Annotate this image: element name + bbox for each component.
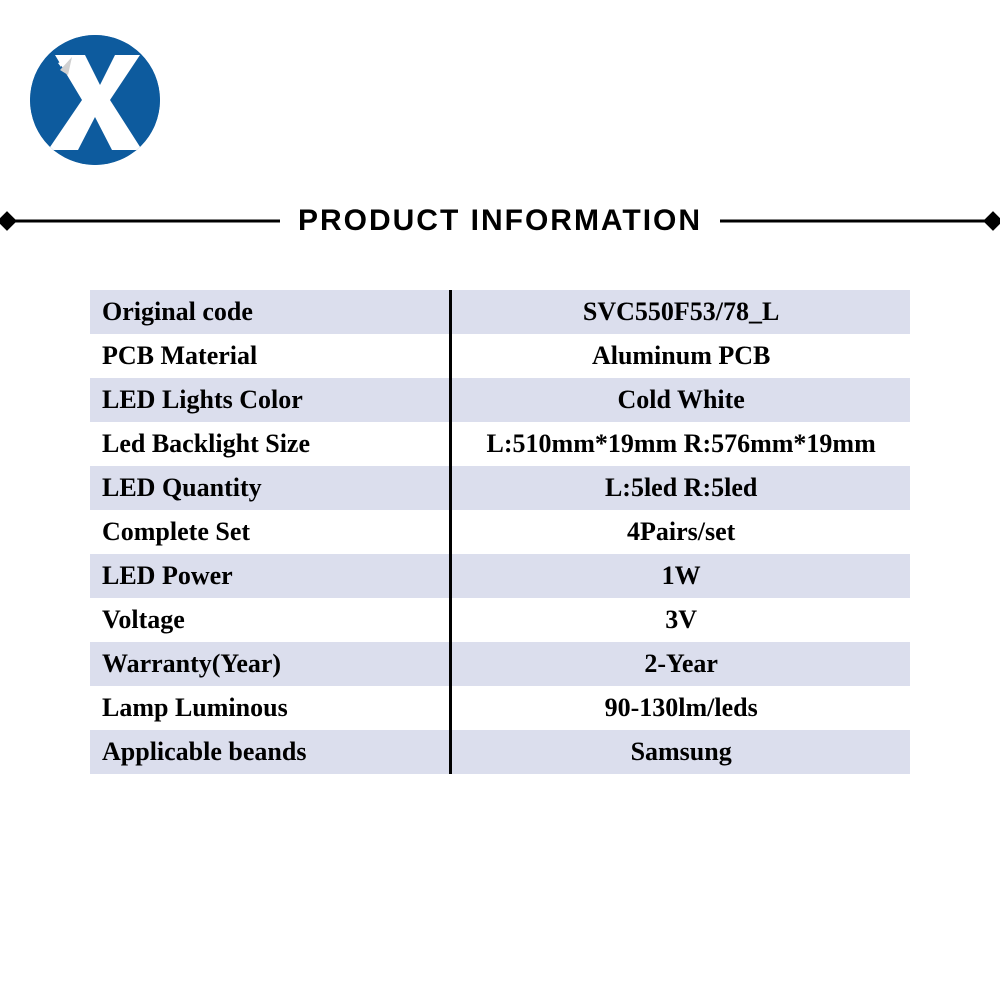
spec-value: Samsung: [451, 730, 910, 774]
spec-label: PCB Material: [90, 334, 451, 378]
spec-label: LED Lights Color: [90, 378, 451, 422]
spec-value: 3V: [451, 598, 910, 642]
spec-label: Original code: [90, 290, 451, 334]
table-row: Original code SVC550F53/78_L: [90, 290, 910, 334]
spec-value: 1W: [451, 554, 910, 598]
table-row: LED Lights Color Cold White: [90, 378, 910, 422]
table-row: Applicable beands Samsung: [90, 730, 910, 774]
spec-label: Voltage: [90, 598, 451, 642]
table-row: Led Backlight Size L:510mm*19mm R:576mm*…: [90, 422, 910, 466]
table-row: Lamp Luminous 90-130lm/leds: [90, 686, 910, 730]
spec-label: Led Backlight Size: [90, 422, 451, 466]
spec-label: Lamp Luminous: [90, 686, 451, 730]
spec-label: LED Quantity: [90, 466, 451, 510]
spec-value: L:510mm*19mm R:576mm*19mm: [451, 422, 910, 466]
spec-label: Warranty(Year): [90, 642, 451, 686]
spec-table-body: Original code SVC550F53/78_L PCB Materia…: [90, 290, 910, 774]
spec-label: Applicable beands: [90, 730, 451, 774]
table-row: LED Quantity L:5led R:5led: [90, 466, 910, 510]
logo-circle: [30, 35, 160, 165]
spec-value: Cold White: [451, 378, 910, 422]
spec-table-container: Original code SVC550F53/78_L PCB Materia…: [90, 290, 910, 774]
spec-value: 2-Year: [451, 642, 910, 686]
page-title: PRODUCT INFORMATION: [280, 204, 720, 238]
spec-value: Aluminum PCB: [451, 334, 910, 378]
spec-value: 90-130lm/leds: [451, 686, 910, 730]
divider-diamond-right: [983, 211, 1000, 231]
spec-table: Original code SVC550F53/78_L PCB Materia…: [90, 290, 910, 774]
table-row: Warranty(Year) 2-Year: [90, 642, 910, 686]
header-section: PRODUCT INFORMATION: [0, 215, 1000, 227]
brand-logo: [30, 35, 160, 165]
table-row: LED Power 1W: [90, 554, 910, 598]
title-divider: PRODUCT INFORMATION: [0, 215, 1000, 227]
spec-label: Complete Set: [90, 510, 451, 554]
spec-label: LED Power: [90, 554, 451, 598]
table-row: Voltage 3V: [90, 598, 910, 642]
spec-value: L:5led R:5led: [451, 466, 910, 510]
spec-value: 4Pairs/set: [451, 510, 910, 554]
spec-value: SVC550F53/78_L: [451, 290, 910, 334]
divider-diamond-left: [0, 211, 17, 231]
table-row: PCB Material Aluminum PCB: [90, 334, 910, 378]
table-row: Complete Set 4Pairs/set: [90, 510, 910, 554]
logo-x-icon: [30, 35, 160, 165]
